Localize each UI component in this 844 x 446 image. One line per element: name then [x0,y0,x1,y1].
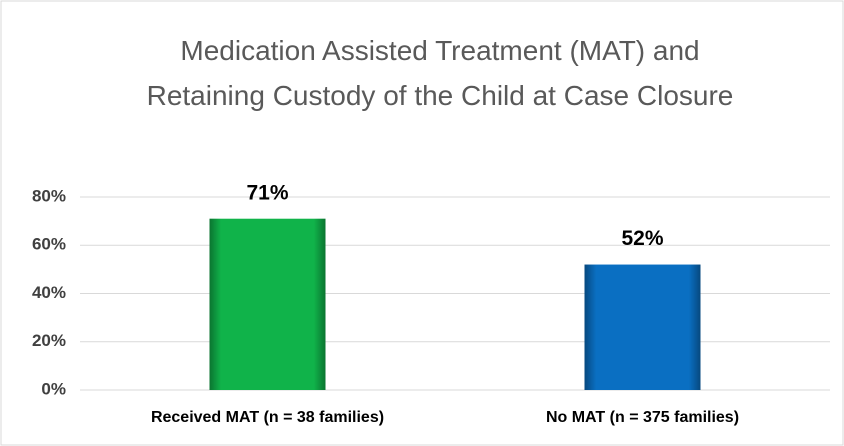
bar [209,218,326,390]
y-tick-label: 80% [32,186,66,205]
y-tick-label: 60% [32,235,66,254]
data-label: 71% [246,181,288,204]
x-tick-label: No MAT (n = 375 families) [546,409,739,426]
y-tick-label: 0% [41,379,66,398]
y-tick-label: 20% [32,331,66,350]
y-tick-label: 40% [32,283,66,302]
bar [584,264,701,390]
x-tick-label: Received MAT (n = 38 families) [151,409,384,426]
data-label: 52% [621,227,663,250]
chart-title: Medication Assisted Treatment (MAT) and … [146,35,734,111]
